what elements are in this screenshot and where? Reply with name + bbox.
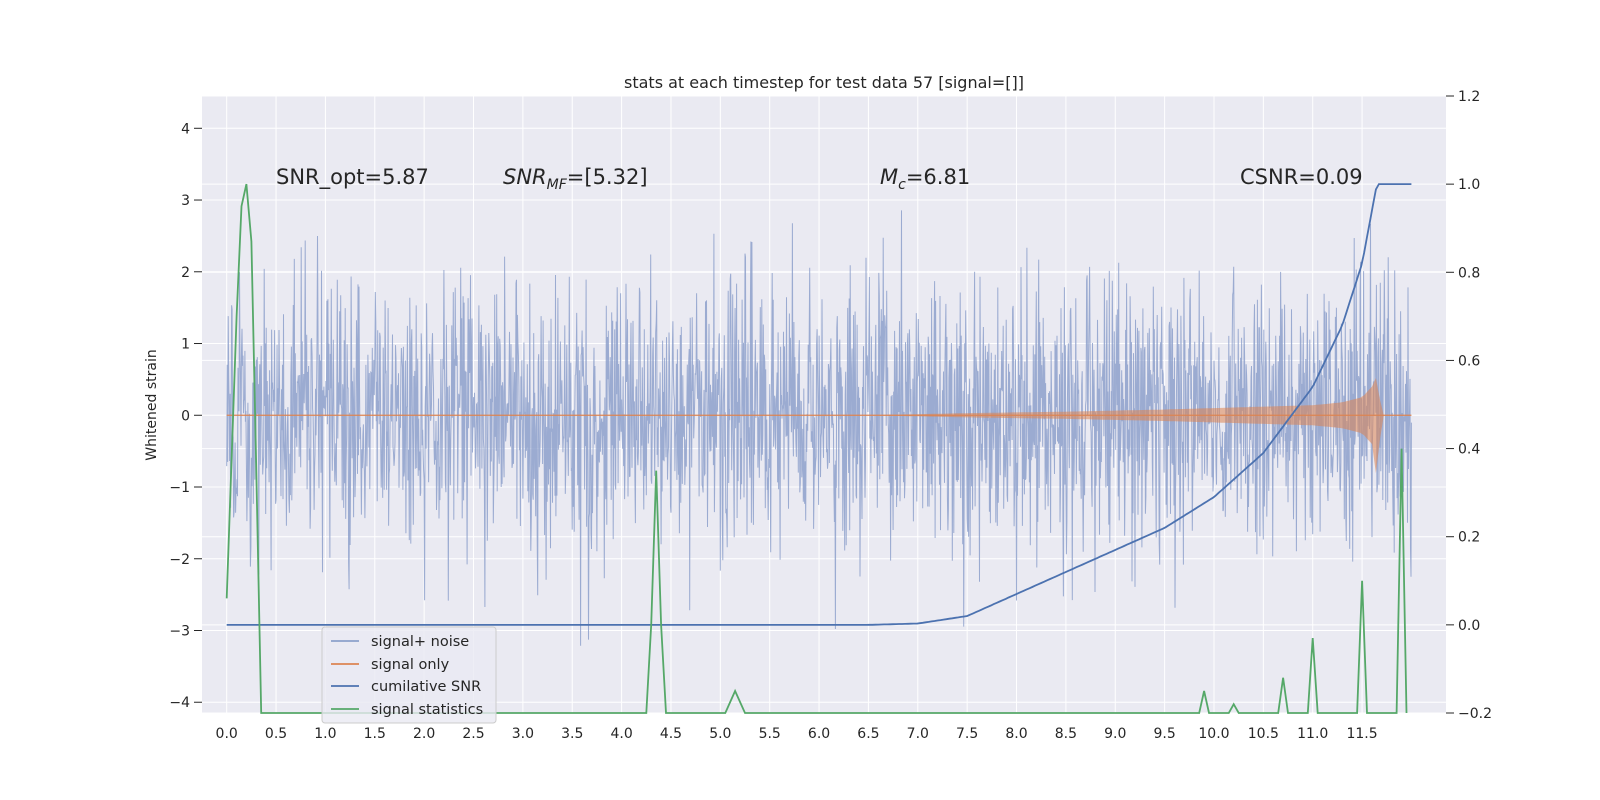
y2-tick-label: 0.6 (1458, 353, 1480, 369)
x-tick-label: 10.0 (1198, 726, 1229, 742)
x-tick-label: 9.0 (1104, 726, 1126, 742)
y2-tick-label: 0.0 (1458, 618, 1480, 634)
annotation-csnr: CSNR=0.09 (1240, 165, 1363, 189)
y-tick-label: −2 (169, 552, 190, 568)
y-axis-label: Whitened strain (144, 349, 160, 460)
x-tick-label: 5.0 (709, 726, 731, 742)
legend-box (321, 626, 497, 724)
y2-tick-label: 0.8 (1458, 265, 1480, 281)
x-tick-label: 10.5 (1248, 726, 1279, 742)
annotation-snr-mf: SNRMF=[5.32] (503, 165, 648, 193)
y2-tick-labels: 1.2 1.0 0.8 0.6 0.4 0.2 0.0 −0.2 (1446, 89, 1492, 722)
x-tick-label: 0.0 (216, 726, 238, 742)
x-tick-label: 11.0 (1297, 726, 1328, 742)
chart-title: stats at each timestep for test data 57 … (624, 73, 1024, 92)
y-tick-label: −1 (169, 480, 190, 496)
x-tick-label: 4.0 (610, 726, 632, 742)
x-tick-label: 2.0 (413, 726, 435, 742)
snr-mf-symbol: SNR (503, 165, 547, 189)
x-tick-label: 7.0 (907, 726, 929, 742)
y-tick-label: −3 (169, 623, 190, 639)
x-tick-label: 1.0 (314, 726, 336, 742)
y2-tick-label: 0.4 (1458, 442, 1480, 458)
mc-symbol: M (880, 165, 898, 189)
y2-tick-label: −0.2 (1458, 706, 1492, 722)
x-tick-labels: 0.0 0.5 1.0 1.5 2.0 2.5 3.0 3.5 4.0 4.5 5.0 5.5 6.0 6… (216, 726, 1378, 742)
legend-label-signal: signal only (371, 657, 450, 673)
x-tick-label: 1.5 (364, 726, 386, 742)
mc-value: =6.81 (906, 165, 970, 189)
y2-tick-label: 0.2 (1458, 530, 1480, 546)
x-tick-label: 5.5 (759, 726, 781, 742)
legend: signal+ noise signal only cumilative SNR… (321, 626, 497, 724)
x-tick-label: 8.5 (1055, 726, 1077, 742)
legend-label-stats: signal statistics (371, 702, 483, 718)
x-tick-label: 11.5 (1346, 726, 1377, 742)
annotation-snr-opt: SNR_opt=5.87 (276, 165, 429, 190)
y-tick-label: 4 (181, 121, 190, 137)
snr-mf-value: =[5.32] (567, 165, 648, 189)
snr-mf-subscript: MF (547, 177, 568, 193)
series-signal-statistics (225, 183, 1408, 714)
annotation-mc: Mc=6.81 (880, 165, 970, 193)
y-tick-label: 1 (181, 337, 190, 353)
x-tick-label: 2.5 (462, 726, 484, 742)
x-tick-label: 3.5 (561, 726, 583, 742)
x-tick-label: 6.0 (808, 726, 830, 742)
legend-label-noise: signal+ noise (371, 634, 469, 650)
mc-subscript: c (898, 177, 906, 193)
x-tick-label: 6.5 (857, 726, 879, 742)
x-tick-label: 3.0 (512, 726, 534, 742)
y-tick-label: 3 (181, 193, 190, 209)
x-tick-label: 4.5 (660, 726, 682, 742)
series-cumilative-snr (226, 183, 1412, 626)
y2-tick-label: 1.0 (1458, 177, 1480, 193)
series-layer (225, 183, 1412, 714)
x-tick-label: 0.5 (265, 726, 287, 742)
series-signal-plus-noise (226, 210, 1412, 646)
y-tick-label: 2 (181, 265, 190, 281)
y-tick-label: −4 (169, 695, 190, 711)
legend-label-csnr: cumilative SNR (371, 679, 481, 695)
x-tick-label: 8.0 (1005, 726, 1027, 742)
x-tick-label: 9.5 (1153, 726, 1175, 742)
y2-tick-label: 1.2 (1458, 89, 1480, 105)
y-tick-labels: 4 3 2 1 0 −1 −2 −3 −4 (169, 121, 202, 711)
y-tick-label: 0 (181, 408, 190, 424)
x-tick-label: 7.5 (956, 726, 978, 742)
